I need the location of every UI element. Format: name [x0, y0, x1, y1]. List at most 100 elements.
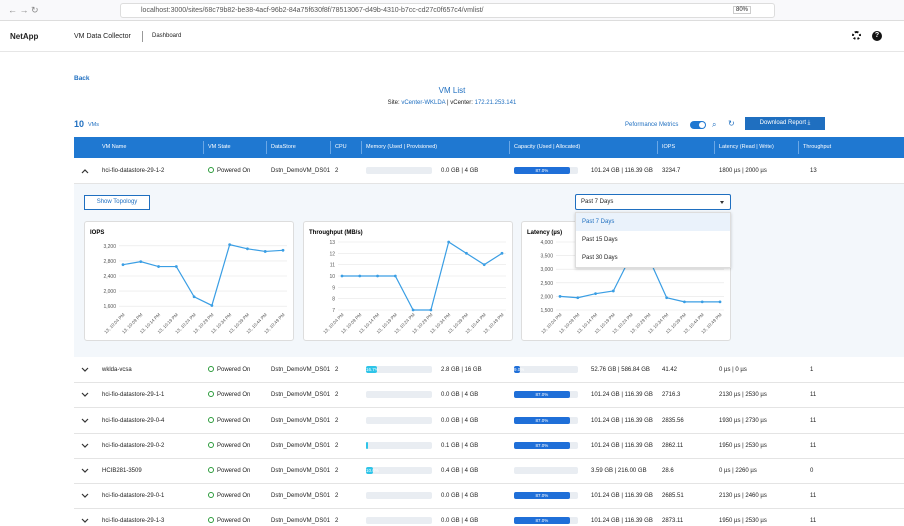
capacity: 101.24 GB | 116.39 GB: [591, 168, 653, 174]
refresh-icon[interactable]: ↻: [728, 119, 735, 128]
y-tick-label: 1,600: [103, 304, 116, 310]
vcenter-label: | vCenter:: [447, 100, 473, 106]
column-divider: [714, 141, 715, 154]
progress-track: [366, 167, 432, 174]
download-button[interactable]: Download Report ⤓: [745, 117, 825, 130]
y-tick-label: 2,800: [103, 259, 116, 265]
address-bar[interactable]: localhost:3000/sites/68c79b82-be38-4acf-…: [120, 3, 775, 18]
column-divider: [330, 141, 331, 154]
data-point: [611, 289, 615, 293]
settings-icon[interactable]: [852, 31, 861, 40]
datastore: Dstn_DemoVM_DS01: [271, 468, 331, 474]
latency: 1950 µs | 2530 µs: [719, 518, 767, 524]
progress-fill: 87.0%: [514, 391, 570, 398]
data-point: [281, 248, 285, 252]
search-icon[interactable]: ⌕: [712, 120, 717, 129]
cpu: 2: [335, 367, 339, 373]
zoom[interactable]: 80%: [733, 6, 752, 14]
row-border: [74, 407, 904, 408]
progress-label: 9.0%: [514, 367, 525, 372]
throughput: 13: [810, 168, 817, 174]
range-dropdown[interactable]: Past 7 Days: [575, 194, 731, 210]
column-header: Capacity (Used | Allocated): [514, 144, 581, 150]
chevron: [81, 518, 89, 523]
expand-toggle[interactable]: [81, 367, 89, 373]
memory: 0.4 GB | 4 GB: [441, 468, 479, 474]
divider: [142, 31, 143, 42]
progress-fill: 16.7%: [366, 366, 379, 373]
column-divider: [361, 141, 362, 154]
latency: 2130 µs | 2530 µs: [719, 392, 767, 398]
vm-name: hci-fio-datastore-29-0-2: [102, 443, 165, 449]
range-option[interactable]: Past 15 Days: [576, 231, 730, 249]
nav-dashboard[interactable]: Dashboard: [152, 33, 182, 39]
expand-toggle[interactable]: [81, 392, 89, 398]
option-label: Past 30 Days: [582, 255, 618, 261]
toggle-label: Peformance Metrics: [625, 122, 679, 128]
data-point: [576, 296, 580, 300]
column-divider: [203, 141, 204, 154]
range-value: Past 7 Days: [581, 199, 614, 205]
y-tick-label: 7: [332, 308, 335, 314]
iops: 2862.11: [662, 443, 684, 449]
site-link[interactable]: vCenter-WKLDA: [401, 100, 446, 106]
expand-toggle[interactable]: [81, 168, 89, 174]
chart-card: IOPS 1,600 2,000 2,400 2,800 3,200 13, 10:04 P…: [84, 221, 294, 341]
progress-label: 87.0%: [535, 168, 549, 173]
nav-buttons[interactable]: ← → ↻: [8, 5, 39, 15]
vm-table: VM Name VM State DataStore CPU Memory (Used …: [74, 137, 904, 526]
row-border: [74, 458, 904, 459]
capacity: 101.24 GB | 116.39 GB: [591, 443, 653, 449]
y-tick-label: 12: [329, 251, 335, 257]
power-icon: [208, 517, 214, 523]
latency: 1800 µs | 2000 µs: [719, 168, 767, 174]
chevron: [81, 392, 89, 397]
iops: 41.42: [662, 367, 678, 373]
column-divider: [266, 141, 267, 154]
column-header: Latency (Read | Write): [719, 144, 774, 150]
vm-state: Powered On: [217, 493, 251, 499]
range-option[interactable]: Past 30 Days: [576, 249, 730, 267]
column-header: Memory (Used | Provisioned): [366, 144, 438, 150]
site-line: Site: vCenter-WKLDA | vCenter: 172.21.25…: [0, 100, 904, 106]
memory: 0.0 GB | 4 GB: [441, 168, 479, 174]
vm-name: wklda-vcsa: [102, 367, 132, 373]
column-header: IOPS: [662, 144, 676, 150]
vm-name: hci-fio-datastore-29-1-2: [102, 168, 165, 174]
range-option[interactable]: Past 7 Days: [576, 213, 730, 231]
y-tick-label: 2,000: [540, 294, 553, 300]
y-tick-label: 4,000: [540, 240, 553, 246]
row-border: [74, 382, 904, 383]
progress-track: [366, 492, 432, 499]
back-link[interactable]: Back: [74, 75, 90, 82]
progress-track: 87.0%: [514, 442, 578, 449]
memory: 0.0 GB | 4 GB: [441, 518, 479, 524]
data-point: [683, 300, 686, 304]
data-point: [718, 300, 722, 304]
data-point: [358, 274, 362, 278]
expand-toggle[interactable]: [81, 468, 89, 474]
cpu: 2: [335, 443, 339, 449]
memory: 2.8 GB | 16 GB: [441, 367, 482, 373]
app-name: VM Data Collector: [74, 33, 131, 40]
vm-count-label: VMs: [88, 122, 99, 128]
expand-toggle[interactable]: [81, 418, 89, 424]
expand-toggle[interactable]: [81, 518, 89, 524]
show-topology-button[interactable]: Show Topology: [84, 195, 150, 210]
page-title: VM List: [438, 86, 466, 95]
help-icon[interactable]: ?: [872, 31, 882, 41]
vcenter-link[interactable]: 172.21.253.141: [474, 100, 517, 106]
cpu: 2: [335, 493, 339, 499]
y-tick-label: 8: [332, 297, 335, 303]
chevron: [81, 169, 89, 174]
toggle[interactable]: [690, 121, 706, 129]
expand-toggle[interactable]: [81, 443, 89, 449]
iops: 28.6: [662, 468, 674, 474]
brand[interactable]: NetApp: [10, 32, 39, 41]
latency: 1930 µs | 2730 µs: [719, 418, 767, 424]
expand-toggle[interactable]: [81, 493, 89, 499]
throughput: 11: [810, 392, 817, 398]
data-point: [558, 295, 562, 298]
data-point: [482, 263, 486, 267]
cpu: 2: [335, 418, 339, 424]
